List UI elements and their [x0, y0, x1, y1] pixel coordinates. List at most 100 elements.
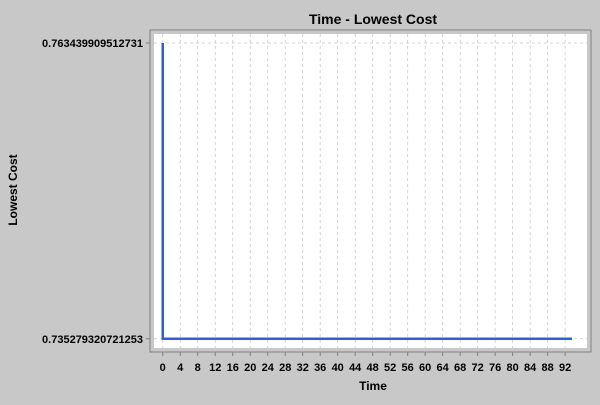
x-axis-ticks: 0 4 8 12 16 20 24 28 32 36 40 44 48 52 56 60 64 68 72 76 80 8… [160, 352, 571, 374]
series-point [257, 337, 260, 340]
series-point [551, 337, 554, 340]
series-point [314, 337, 317, 340]
series-point [555, 337, 558, 340]
series-point [306, 337, 309, 340]
series-point [253, 337, 256, 340]
x-tick-label: 92 [559, 362, 571, 374]
series-point [284, 337, 287, 340]
x-tick-label: 60 [419, 362, 431, 374]
series-point [485, 337, 488, 340]
series-point [301, 337, 304, 340]
series-point [249, 337, 252, 340]
series-point [279, 337, 282, 340]
series-point [297, 337, 300, 340]
series-point [494, 337, 497, 340]
x-tick-label: 64 [437, 362, 450, 374]
series-point [371, 337, 374, 340]
series-point [218, 337, 221, 340]
series-point [467, 337, 470, 340]
series-point [376, 337, 379, 340]
series-point [524, 337, 527, 340]
y-tick-label: 0.735279320721253 [42, 334, 143, 346]
series-point [559, 337, 562, 340]
series-point [542, 337, 545, 340]
series-point [533, 337, 536, 340]
series-point [319, 337, 322, 340]
series-point [380, 337, 383, 340]
x-tick-label: 84 [524, 362, 537, 374]
series-point [502, 337, 505, 340]
series-point [205, 337, 208, 340]
series-point [537, 337, 540, 340]
series-point [424, 337, 427, 340]
series-point [209, 337, 212, 340]
series-point [450, 337, 453, 340]
series-point [362, 337, 365, 340]
series-point [236, 337, 239, 340]
series-point [262, 337, 265, 340]
series-point [397, 337, 400, 340]
x-tick-label: 68 [454, 362, 466, 374]
series-point [201, 337, 204, 340]
series-point [292, 337, 295, 340]
series-point [358, 337, 361, 340]
series-point [196, 337, 199, 340]
series-point [288, 337, 291, 340]
series-point [481, 337, 484, 340]
series-point [498, 337, 501, 340]
series-point [323, 337, 326, 340]
x-axis-label: Time [359, 379, 387, 393]
x-tick-label: 36 [314, 362, 326, 374]
series-point [214, 337, 217, 340]
series-point [327, 337, 330, 340]
x-tick-label: 0 [160, 362, 166, 374]
series-point [393, 337, 396, 340]
series-point [179, 337, 182, 340]
series-point [402, 337, 405, 340]
series-point [516, 337, 519, 340]
x-tick-label: 76 [489, 362, 501, 374]
y-axis-ticks: 0.763439909512731 0.735279320721253 [42, 38, 150, 346]
series-point [192, 337, 195, 340]
x-tick-label: 48 [367, 362, 379, 374]
y-tick-label: 0.763439909512731 [42, 38, 143, 50]
series-point [507, 337, 510, 340]
series-point [341, 337, 344, 340]
series-point [244, 337, 247, 340]
series-point [349, 337, 352, 340]
x-tick-label: 12 [209, 362, 221, 374]
series-point [415, 337, 418, 340]
series-point [411, 337, 414, 340]
series-point [174, 337, 177, 340]
series-point [428, 337, 431, 340]
plot-area [154, 34, 587, 348]
x-tick-label: 72 [472, 362, 484, 374]
x-tick-label: 16 [227, 362, 239, 374]
x-tick-label: 52 [384, 362, 396, 374]
series-layer [161, 43, 572, 341]
series-point [227, 337, 230, 340]
series-point [384, 337, 387, 340]
series-point [332, 337, 335, 340]
series-point [161, 337, 164, 340]
x-tick-label: 44 [349, 362, 362, 374]
series-point [568, 337, 571, 340]
series-point [446, 337, 449, 340]
series-point [529, 337, 532, 340]
series-point [459, 337, 462, 340]
x-tick-label: 4 [177, 362, 184, 374]
chart-title: Time - Lowest Cost [309, 11, 437, 27]
series-point [419, 337, 422, 340]
series-point [546, 337, 549, 340]
series-point [406, 337, 409, 340]
series-point [271, 337, 274, 340]
series-point [476, 337, 479, 340]
x-tick-label: 80 [507, 362, 519, 374]
series-point [183, 337, 186, 340]
series-point [275, 337, 278, 340]
series-point [441, 337, 444, 340]
x-tick-label: 40 [332, 362, 344, 374]
series-point [336, 337, 339, 340]
